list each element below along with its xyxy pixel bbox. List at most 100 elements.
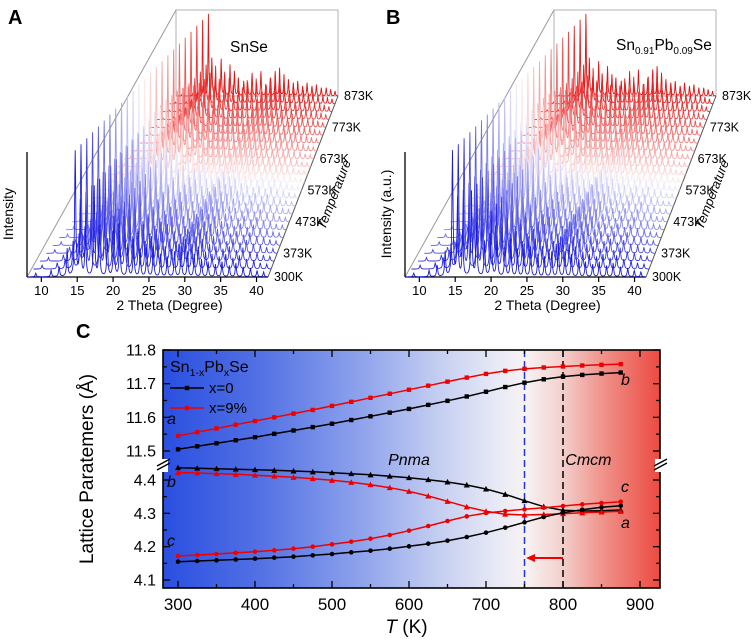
- data-point: [233, 557, 239, 562]
- phase-label-Pnma: Pnma: [388, 452, 430, 469]
- data-point: [252, 472, 258, 478]
- x-tick-label: 25: [142, 283, 156, 298]
- temp-label: 673K: [698, 152, 728, 166]
- data-point: [348, 470, 355, 477]
- frame-left-diagonal: [404, 9, 555, 278]
- data-point: [387, 391, 392, 396]
- data-point: [232, 471, 239, 477]
- y-tick-label: 11.7: [126, 376, 156, 393]
- data-point: [580, 363, 585, 368]
- x-tick-label: 10: [412, 283, 426, 298]
- data-point: [522, 380, 527, 385]
- x-tick-label: 10: [34, 283, 48, 298]
- data-point: [291, 546, 296, 551]
- temp-label: 300K: [274, 270, 304, 284]
- curve-label-right-c: c: [621, 479, 629, 496]
- data-point: [194, 465, 201, 471]
- data-point: [290, 467, 297, 474]
- data-point: [560, 510, 566, 515]
- panel-c-chart: 300 400 500 600 700 800 900 11.8 11.7 11.6 11.5 4.4…: [77, 343, 668, 638]
- legend-marker: [184, 385, 190, 391]
- data-point: [445, 379, 450, 384]
- data-point: [309, 475, 316, 482]
- data-point: [291, 411, 296, 416]
- data-point: [348, 479, 355, 485]
- data-point: [425, 523, 431, 529]
- data-point: [541, 505, 547, 510]
- data-point: [329, 477, 335, 483]
- x-tick-label: 30: [178, 283, 192, 298]
- data-point: [367, 471, 374, 478]
- y-tick-label: 4.3: [134, 506, 156, 523]
- legend-label: x=0: [209, 380, 234, 397]
- data-point: [406, 474, 412, 481]
- temp-label: 673K: [320, 152, 350, 166]
- x-tick-label: 300: [164, 595, 192, 614]
- y-tick-label: 4.2: [134, 539, 156, 556]
- data-point: [291, 554, 296, 559]
- data-point: [618, 370, 623, 375]
- data-point: [541, 377, 546, 382]
- data-point: [175, 447, 181, 452]
- temp-label: 573K: [685, 183, 715, 197]
- panel-b-title: Sn0.91Pb0.09Se: [616, 37, 712, 58]
- data-point: [522, 366, 527, 372]
- data-point: [502, 525, 508, 530]
- data-point: [368, 548, 373, 553]
- data-point: [560, 364, 566, 369]
- data-point: [444, 498, 451, 504]
- y-tick-label: 4.1: [134, 572, 156, 589]
- curve-label-left-c: c: [167, 533, 175, 550]
- panel-b-letter: B: [386, 7, 401, 29]
- panel-a: 10 15 20 25 30 35 40 2 Theta (Degree) Intensity 3…: [0, 0, 378, 322]
- data-point: [560, 374, 566, 379]
- data-point: [367, 481, 374, 488]
- panel-c: 300 400 500 600 700 800 900 11.8 11.7 11.6 11.5 4.4…: [0, 320, 756, 640]
- series-b-x=9%: [177, 471, 621, 516]
- data-point: [464, 514, 470, 519]
- data-point: [194, 552, 200, 558]
- data-point: [483, 389, 489, 394]
- x-tick-label: 20: [106, 283, 120, 298]
- data-point: [271, 555, 277, 560]
- data-point: [387, 410, 392, 415]
- xrd-spectrum-350K: [40, 138, 275, 262]
- data-point: [271, 473, 278, 479]
- x-tick-label: 40: [627, 283, 641, 298]
- x-axis-title: 2 Theta (Degree): [116, 297, 222, 313]
- data-point: [368, 536, 373, 541]
- data-point: [214, 426, 219, 431]
- data-point: [503, 384, 508, 390]
- curve-label-left-a: a: [167, 411, 176, 428]
- x-tick-label: 700: [472, 595, 500, 614]
- y-tick-label: 11.5: [126, 444, 156, 461]
- data-point: [483, 510, 489, 516]
- x-tick-label: 15: [448, 283, 462, 298]
- data-point: [541, 365, 546, 370]
- xrd-spectrum-325K: [33, 144, 271, 270]
- panel-c-letter: C: [76, 321, 91, 343]
- x-tick-label: 600: [395, 595, 423, 614]
- data-point: [618, 503, 624, 508]
- series-a-x=9%: [177, 363, 621, 437]
- data-point: [579, 509, 586, 516]
- x-tick-label: 20: [484, 283, 498, 298]
- data-point: [252, 466, 258, 473]
- x-tick-label: 40: [249, 283, 263, 298]
- data-point: [271, 467, 278, 473]
- data-point: [386, 484, 393, 491]
- curve-label-right-b: b: [621, 372, 630, 389]
- data-point: [272, 415, 277, 420]
- data-point: [175, 464, 181, 471]
- phase-label-Cmcm: Cmcm: [565, 452, 611, 469]
- data-point: [272, 431, 277, 437]
- data-point: [310, 544, 316, 549]
- data-point: [503, 368, 508, 374]
- data-point: [522, 507, 527, 512]
- data-point: [175, 553, 181, 559]
- data-point: [483, 485, 489, 492]
- data-point: [599, 362, 604, 368]
- series-c-x=0: [177, 504, 621, 563]
- y-axis-title: Intensity: [0, 188, 16, 240]
- y-tick-label: 11.6: [126, 410, 156, 427]
